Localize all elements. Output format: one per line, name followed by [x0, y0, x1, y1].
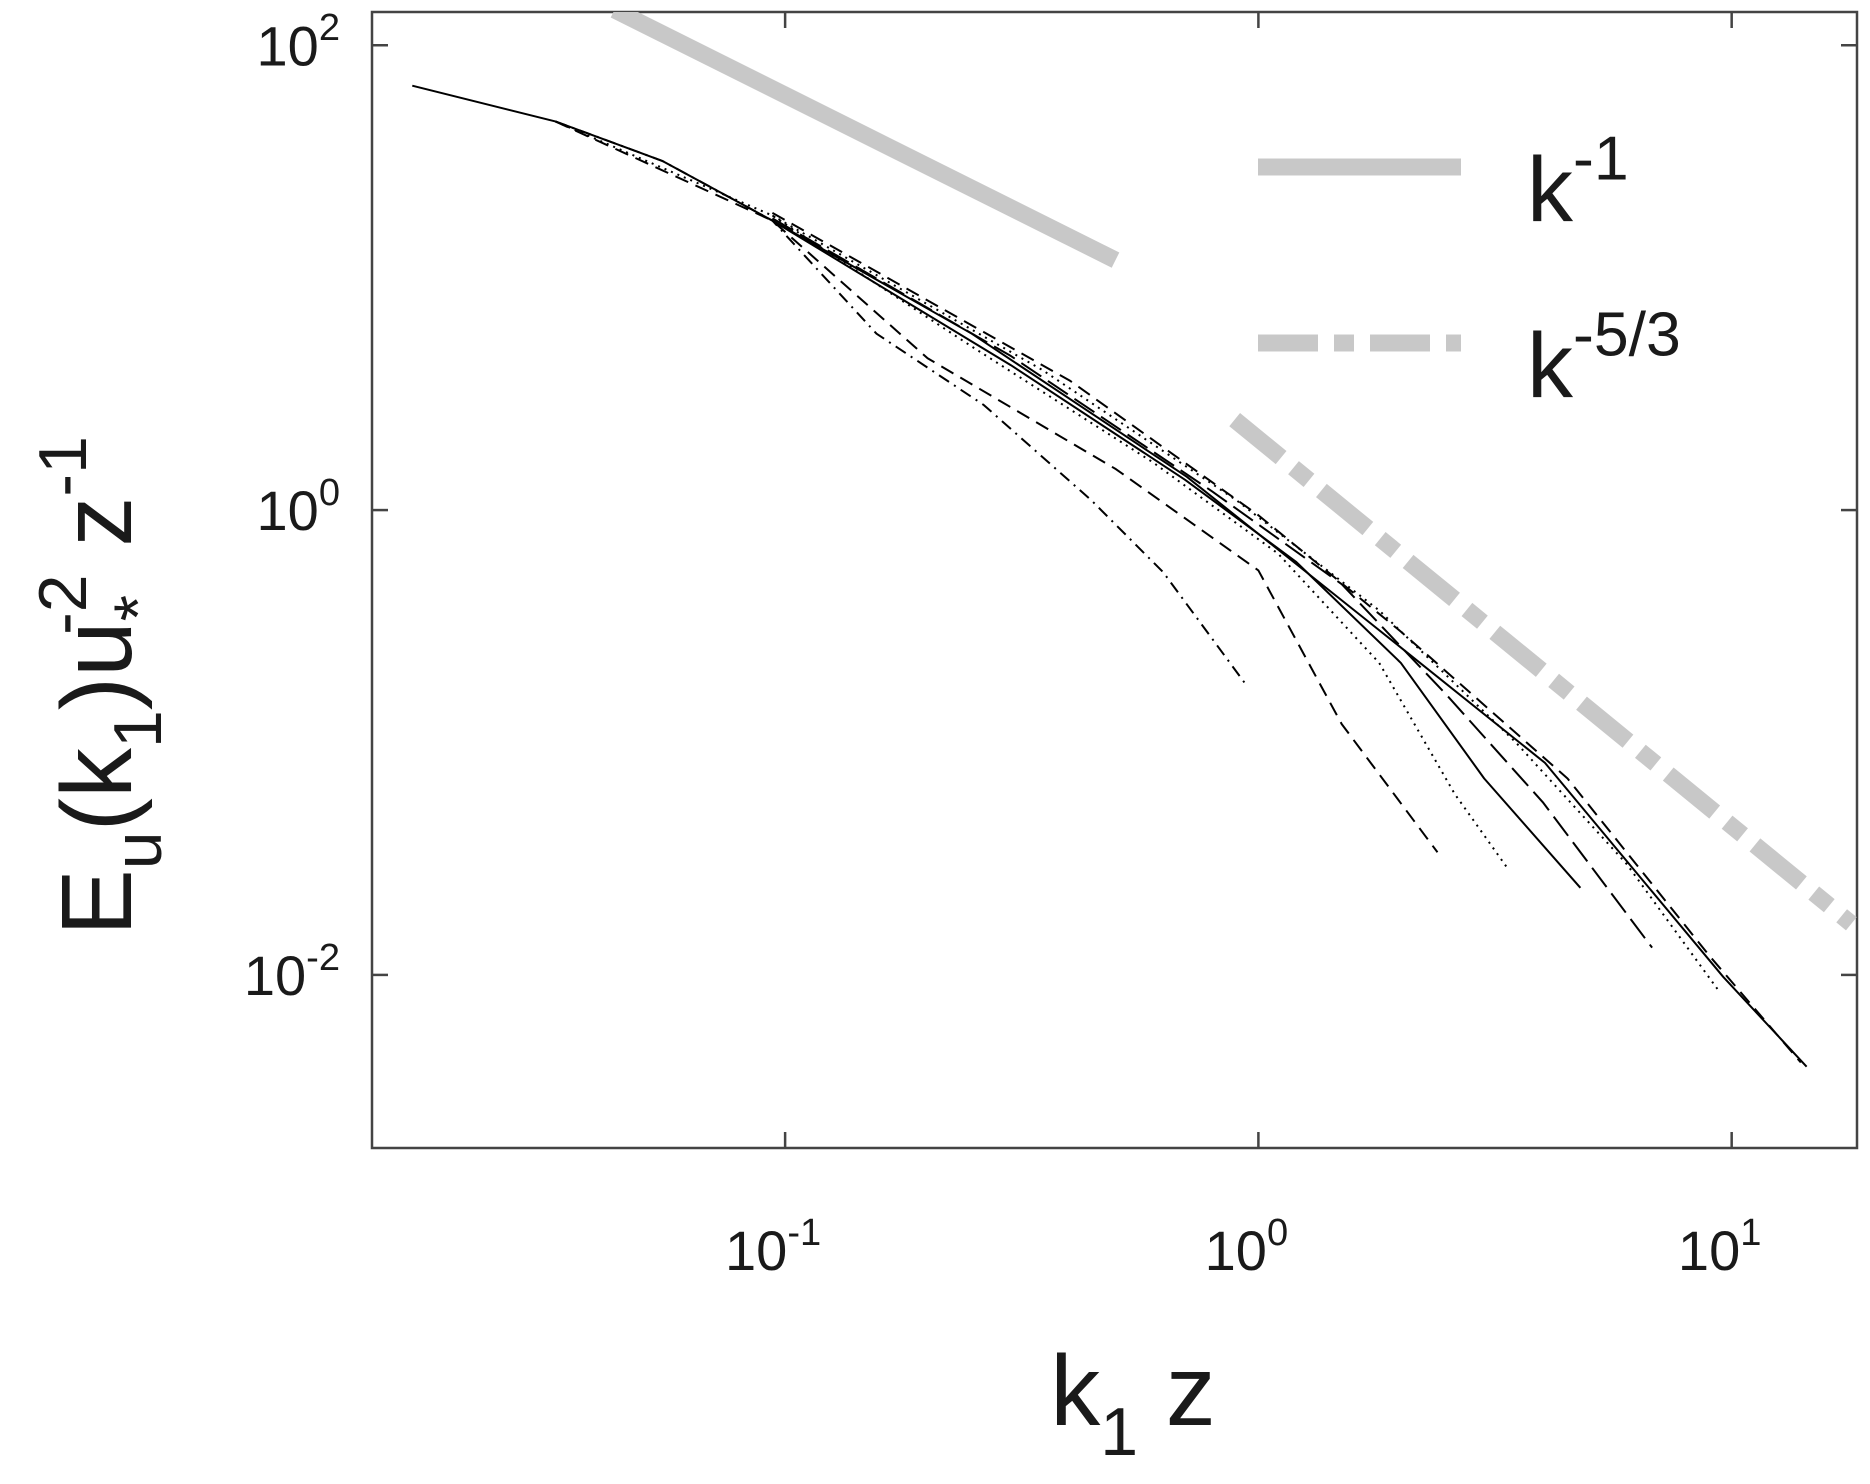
x-axis-label-part: k [1050, 1335, 1101, 1447]
legend-label-part: k [1527, 315, 1574, 417]
y-axis-label-part: * [100, 595, 176, 621]
x-tick-label-part: -1 [787, 1212, 821, 1254]
y-axis-label-part: u [100, 831, 176, 869]
x-tick-label: 10-1 [725, 1212, 821, 1282]
plot-area [412, 12, 1857, 1068]
y-tick-label-part: -2 [306, 937, 340, 979]
legend-label: k-1 [1527, 124, 1629, 241]
x-tick-label-part: 10 [1678, 1219, 1740, 1282]
reference-line [610, 12, 1120, 268]
y-axis-label: Eu(k1)u*-2 z-1 [25, 436, 176, 936]
plot-frame [370, 10, 1859, 1150]
y-tick-label: 10-2 [244, 937, 340, 1007]
x-axis-label-part: 1 [1100, 1394, 1138, 1470]
y-tick-label: 102 [257, 7, 340, 77]
y-axis-label-part: -2 [25, 574, 101, 634]
x-axis-label-part: z [1138, 1335, 1216, 1447]
x-axis-label: k1 z [1050, 1335, 1216, 1470]
reference-line [1229, 413, 1857, 931]
spectrum-line [555, 120, 1248, 687]
x-tick-label-part: 10 [1205, 1219, 1267, 1282]
x-tick-label: 101 [1678, 1212, 1761, 1282]
y-axis-label-part: )u [41, 621, 153, 710]
x-tick-label-part: 0 [1267, 1212, 1288, 1254]
y-axis-label-part: E [41, 869, 153, 936]
spectrum-line [771, 214, 1719, 990]
y-tick-label-part: 10 [244, 944, 306, 1007]
legend-label-part: k [1527, 139, 1574, 241]
y-axis-label-part: z [41, 497, 153, 575]
spectrum-line [771, 211, 1802, 1064]
legend-label-part: -5/3 [1573, 300, 1681, 370]
y-tick-label: 100 [257, 472, 340, 542]
y-tick-label-part: 2 [319, 7, 340, 49]
x-tick-label-part: 1 [1740, 1212, 1761, 1254]
spectrum-line [554, 120, 1510, 871]
spectrum-line [554, 120, 1439, 853]
y-tick-label-part: 0 [319, 472, 340, 514]
spectrum-line [771, 219, 1582, 889]
x-tick-label-part: 10 [725, 1219, 787, 1282]
y-axis-label-part: (k [41, 747, 153, 831]
y-tick-label-part: 10 [257, 14, 319, 77]
legend-label: k-5/3 [1527, 300, 1681, 417]
spectrum-line [771, 217, 1653, 949]
y-axis-label-part: 1 [100, 710, 176, 748]
y-axis-label-part: -1 [25, 436, 101, 496]
x-tick-label: 100 [1205, 1212, 1288, 1282]
legend-label-part: -1 [1573, 124, 1629, 194]
y-tick-label-part: 10 [257, 479, 319, 542]
